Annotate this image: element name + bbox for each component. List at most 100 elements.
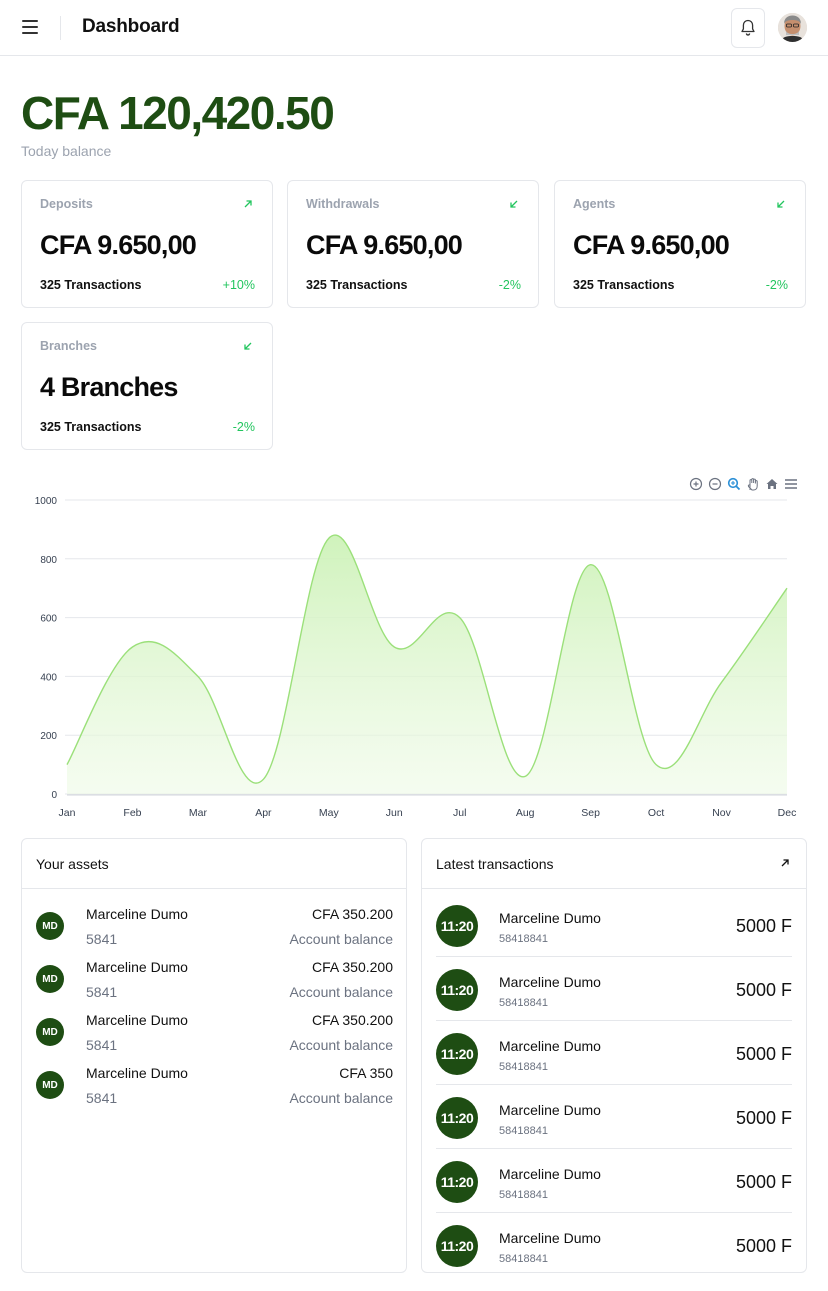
total-balance: CFA 120,420.50 — [21, 87, 335, 139]
transaction-row[interactable]: 11:20 Marceline Dumo 58418841 5000 F — [436, 1021, 792, 1085]
transaction-name: Marceline Dumo — [499, 1230, 601, 1246]
x-tick-label: Dec — [778, 807, 797, 819]
x-tick-label: Jul — [453, 807, 466, 819]
chart-toolbar — [688, 476, 799, 492]
transaction-id: 58418841 — [499, 997, 548, 1009]
transaction-time: 11:20 — [436, 1225, 478, 1267]
x-tick-label: Mar — [189, 807, 208, 819]
transaction-id: 58418841 — [499, 1189, 548, 1201]
y-tick-label: 0 — [51, 790, 57, 801]
card-transactions: 325 Transactions — [40, 278, 142, 292]
deposits-card[interactable]: Deposits CFA 9.650,00 325 Transactions +… — [21, 180, 273, 308]
transaction-time: 11:20 — [436, 905, 478, 947]
asset-avatar: MD — [36, 1018, 64, 1046]
balance-area-chart: 0 200 400 600 800 1000 Jan Feb Mar Apr May Jun Jul Au… — [35, 496, 797, 819]
asset-amount: CFA 350.200 — [312, 959, 393, 975]
y-tick-label: 600 — [40, 614, 57, 625]
arrow-down-left-icon — [244, 342, 252, 350]
x-tick-label: Aug — [516, 807, 535, 819]
transaction-row[interactable]: 11:20 Marceline Dumo 58418841 5000 F — [436, 893, 792, 957]
notifications-button[interactable] — [731, 8, 765, 48]
area-fill — [67, 535, 787, 794]
card-change: +10% — [222, 278, 255, 292]
asset-name: Marceline Dumo — [86, 906, 188, 922]
branches-card[interactable]: Branches 4 Branches 325 Transactions -2% — [21, 322, 273, 450]
asset-code: 5841 — [86, 931, 118, 947]
transaction-id: 58418841 — [499, 933, 548, 945]
asset-code: 5841 — [86, 1090, 118, 1106]
transaction-name: Marceline Dumo — [499, 1166, 601, 1182]
transaction-id: 58418841 — [499, 1061, 548, 1073]
chart-menu-icon[interactable] — [783, 476, 799, 492]
arrow-up-right-icon[interactable] — [780, 858, 790, 868]
x-tick-label: Feb — [123, 807, 141, 819]
transaction-time: 11:20 — [436, 1097, 478, 1139]
asset-avatar: MD — [36, 912, 64, 940]
card-title: Deposits — [40, 197, 93, 211]
asset-name: Marceline Dumo — [86, 1012, 188, 1028]
header-divider — [60, 16, 61, 40]
transaction-row[interactable]: 11:20 Marceline Dumo 58418841 5000 F — [436, 1085, 792, 1149]
x-tick-label: Oct — [648, 807, 664, 819]
transaction-row[interactable]: 11:20 Marceline Dumo 58418841 5000 F — [436, 1149, 792, 1213]
card-transactions: 325 Transactions — [306, 278, 408, 292]
card-title: Branches — [40, 339, 97, 353]
panel-divider — [22, 888, 406, 889]
x-tick-label: Sep — [581, 807, 600, 819]
arrow-down-left-icon — [510, 200, 518, 208]
transaction-amount: 5000 F — [735, 1108, 792, 1128]
pan-hand-icon[interactable] — [745, 476, 761, 492]
hamburger-menu-icon[interactable] — [22, 20, 38, 34]
series-line — [66, 534, 788, 784]
transaction-id: 58418841 — [499, 1125, 548, 1137]
card-title: Agents — [573, 197, 616, 211]
asset-code: 5841 — [86, 1037, 118, 1053]
card-transactions: 325 Transactions — [40, 420, 142, 434]
zoom-out-icon[interactable] — [707, 476, 723, 492]
transaction-time: 11:20 — [436, 1033, 478, 1075]
asset-item[interactable]: MD Marceline Dumo 5841 CFA 350.200 Accou… — [36, 954, 393, 1004]
card-value: CFA 9.650,00 — [306, 230, 463, 260]
transaction-name: Marceline Dumo — [499, 974, 601, 990]
transaction-name: Marceline Dumo — [499, 910, 601, 926]
transaction-time: 11:20 — [436, 969, 478, 1011]
bell-icon — [741, 19, 755, 36]
reset-home-icon[interactable] — [764, 476, 780, 492]
panel-title: Your assets — [36, 856, 109, 872]
y-tick-label: 1000 — [35, 496, 58, 507]
asset-label: Account balance — [289, 1090, 393, 1106]
asset-amount: CFA 350.200 — [312, 906, 393, 922]
asset-item[interactable]: MD Marceline Dumo 5841 CFA 350.200 Accou… — [36, 901, 393, 951]
asset-item[interactable]: MD Marceline Dumo 5841 CFA 350.200 Accou… — [36, 1007, 393, 1057]
arrow-up-right-icon — [244, 200, 252, 208]
transaction-amount: 5000 F — [735, 1044, 792, 1064]
asset-item[interactable]: MD Marceline Dumo 5841 CFA 350 Account b… — [36, 1060, 393, 1110]
page-title: Dashboard — [82, 16, 180, 37]
asset-avatar: MD — [36, 1071, 64, 1099]
transaction-name: Marceline Dumo — [499, 1038, 601, 1054]
asset-amount: CFA 350.200 — [312, 1012, 393, 1028]
transaction-amount: 5000 F — [735, 916, 792, 936]
asset-name: Marceline Dumo — [86, 1065, 188, 1081]
x-tick-label: Jun — [386, 807, 403, 819]
transaction-row[interactable]: 11:20 Marceline Dumo 58418841 5000 F — [436, 957, 792, 1021]
card-change: -2% — [232, 420, 255, 434]
card-value: CFA 9.650,00 — [573, 230, 730, 260]
y-tick-label: 800 — [40, 555, 57, 566]
zoom-selection-icon[interactable] — [726, 476, 742, 492]
card-value: 4 Branches — [40, 372, 178, 402]
user-avatar[interactable] — [778, 13, 807, 42]
y-tick-label: 200 — [40, 731, 57, 742]
arrow-down-left-icon — [777, 200, 785, 208]
withdrawals-card[interactable]: Withdrawals CFA 9.650,00 325 Transaction… — [287, 180, 539, 308]
transaction-amount: 5000 F — [735, 1236, 792, 1256]
asset-name: Marceline Dumo — [86, 959, 188, 975]
zoom-in-icon[interactable] — [688, 476, 704, 492]
balance-label: Today balance — [21, 143, 112, 159]
transaction-row[interactable]: 11:20 Marceline Dumo 58418841 5000 F — [436, 1213, 792, 1277]
transactions-panel: Latest transactions 11:20 Marceline Dumo… — [421, 838, 807, 1273]
agents-card[interactable]: Agents CFA 9.650,00 325 Transactions -2% — [554, 180, 806, 308]
panel-divider — [422, 888, 806, 889]
asset-label: Account balance — [289, 984, 393, 1000]
x-tick-label: Jan — [59, 807, 76, 819]
